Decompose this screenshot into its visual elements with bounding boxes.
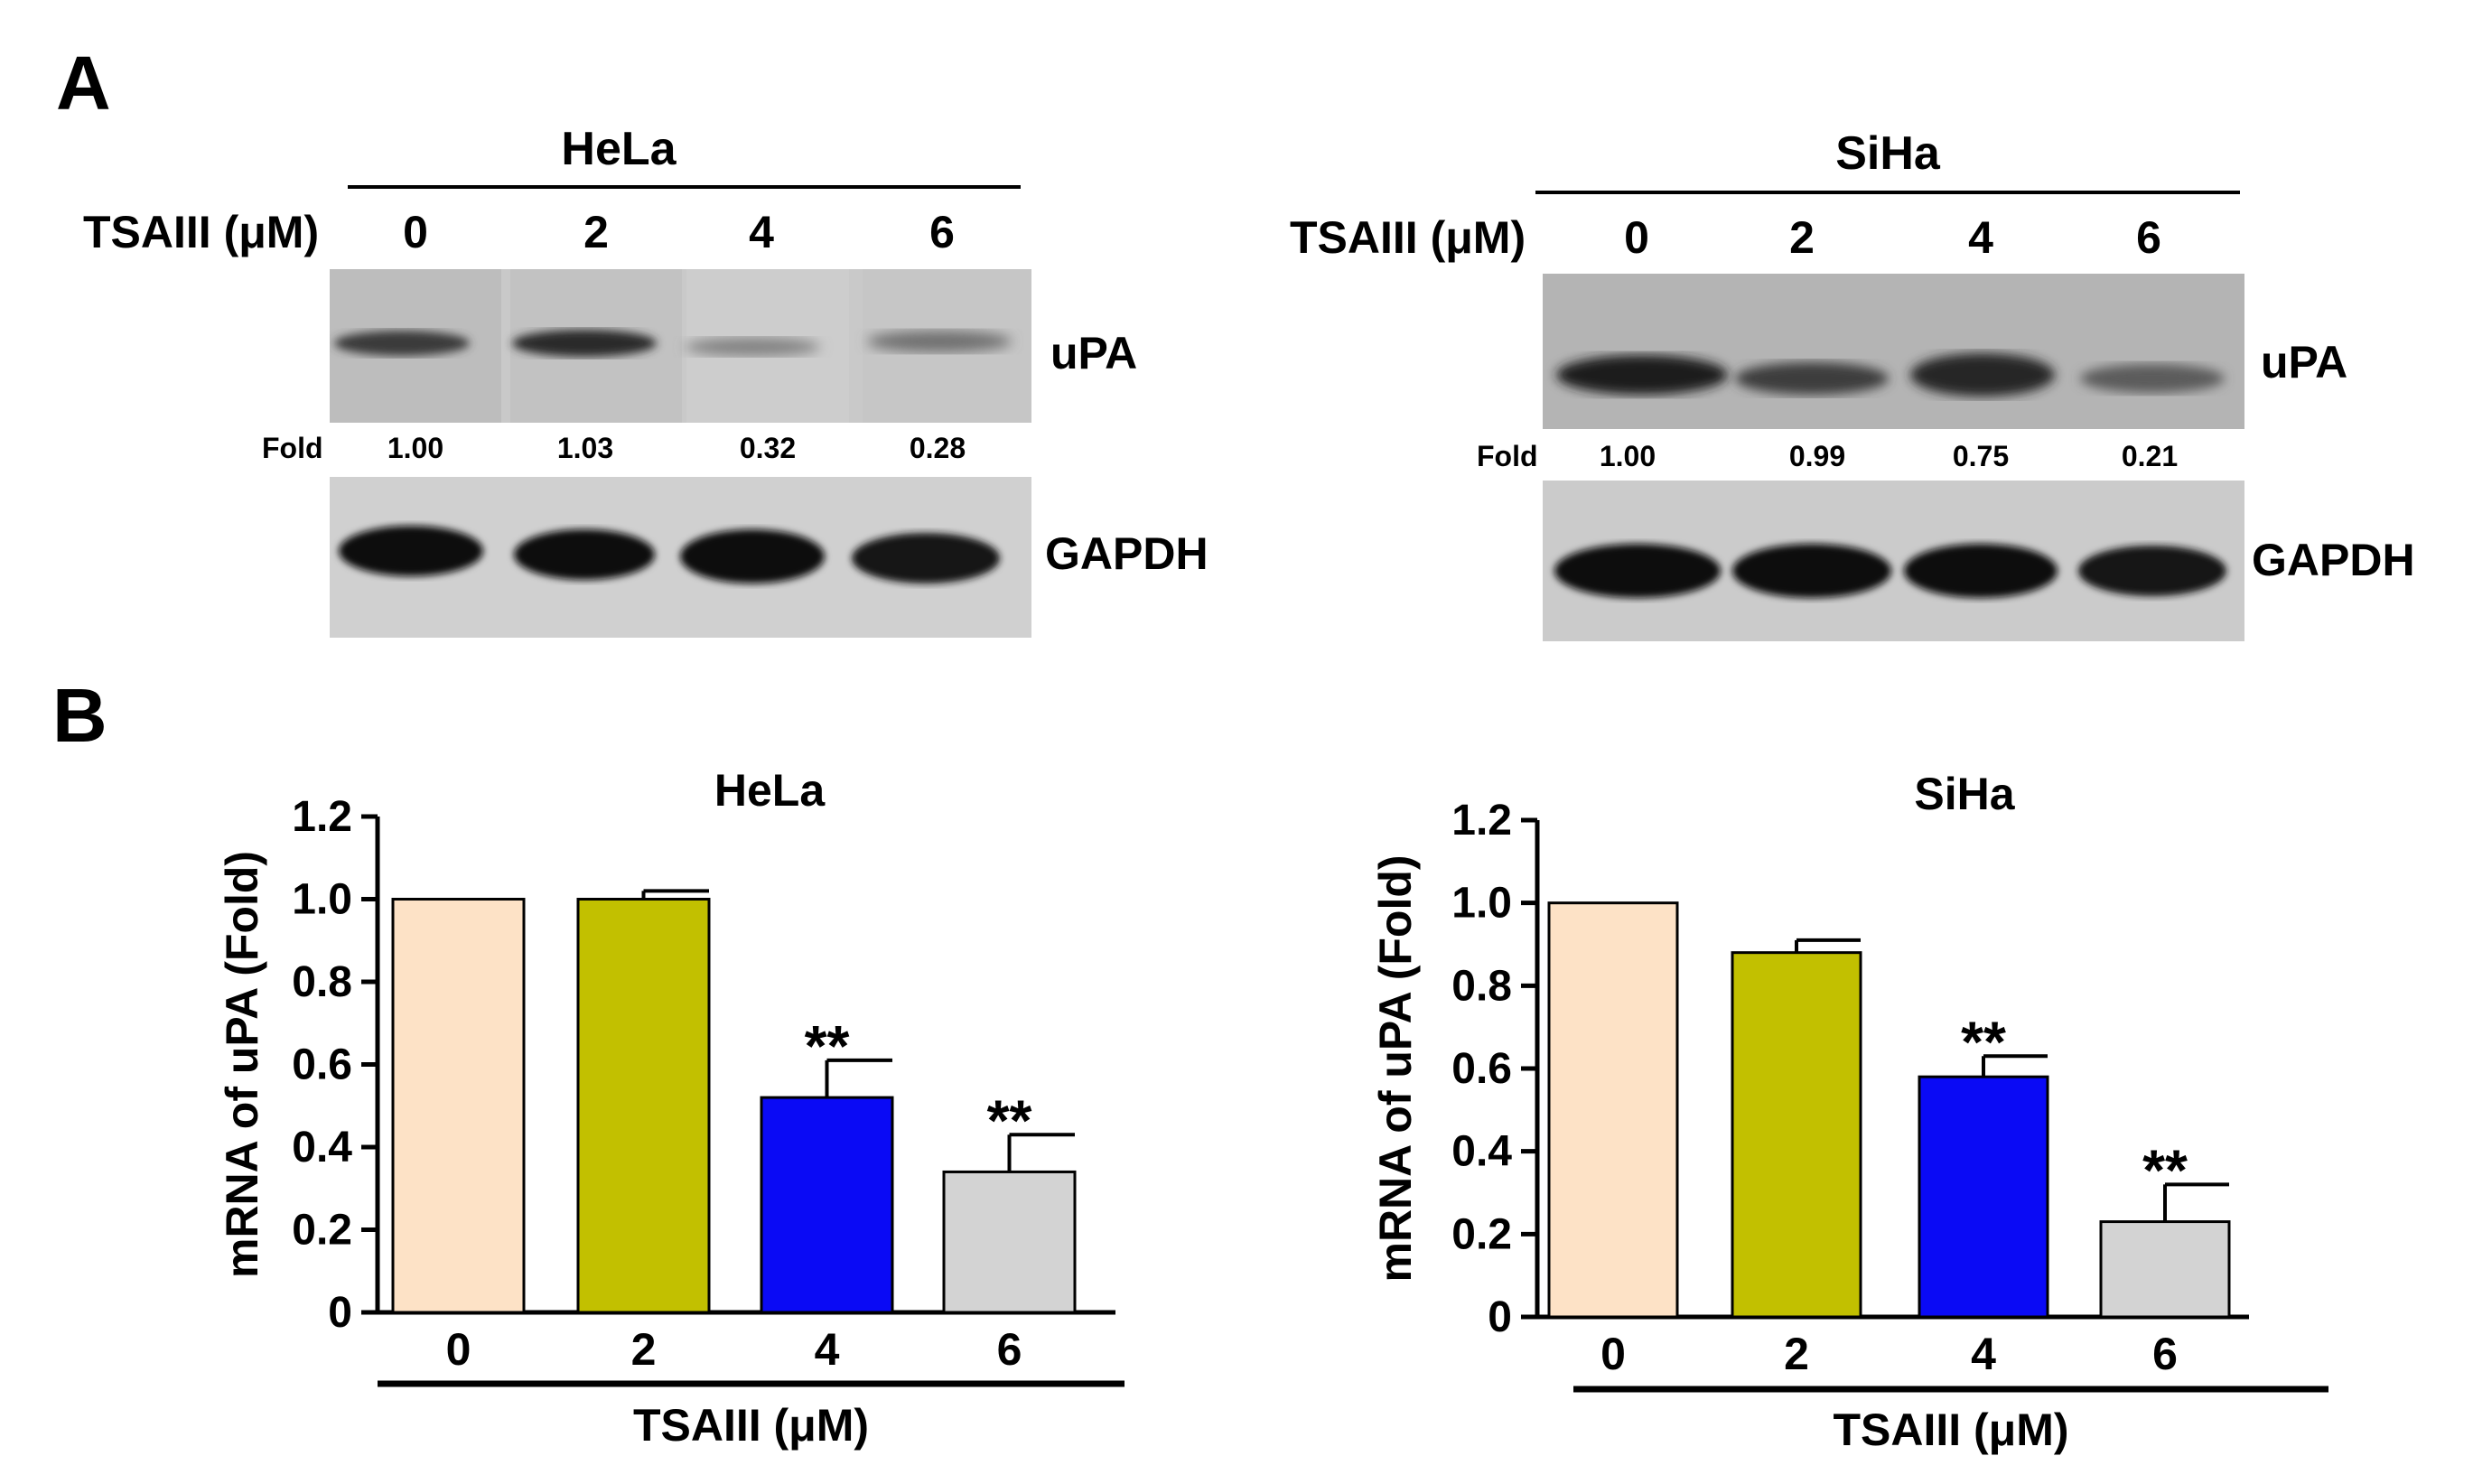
fold-value: 1.00 (1599, 440, 1656, 472)
chart-title: HeLa (714, 765, 826, 816)
gapdh-blot-image (330, 477, 1031, 638)
x-tick-label: 2 (631, 1324, 657, 1375)
fold-value: 0.75 (1952, 440, 2010, 472)
fold-label: Fold (262, 432, 323, 464)
x-tick-label: 4 (1971, 1329, 1996, 1379)
panel-label-b: B (52, 673, 107, 758)
treatment-label: TSAIII (μM) (1290, 212, 1526, 263)
lane-label: 6 (929, 207, 955, 257)
y-tick-label: 0.6 (1451, 1045, 1512, 1093)
fold-label: Fold (1477, 440, 1538, 472)
blot-title-underline (348, 185, 1021, 189)
blot-title-underline (1535, 191, 2240, 194)
gapdh-blot-image (1543, 481, 2244, 641)
lane-label: 4 (749, 207, 774, 257)
fold-value: 0.28 (909, 432, 966, 464)
treatment-label: TSAIII (μM) (83, 207, 320, 257)
x-axis-label: TSAIII (μM) (633, 1400, 869, 1451)
y-tick-label: 0.4 (1451, 1128, 1512, 1176)
lane-label: 2 (1789, 212, 1815, 263)
lane-label: 6 (2136, 212, 2161, 263)
x-tick-label: 6 (2152, 1329, 2178, 1379)
bar (2099, 1220, 2231, 1319)
bar (1547, 901, 1679, 1319)
significance-marker: ** (1961, 1009, 2006, 1074)
fold-value: 0.32 (739, 432, 797, 464)
upa-blot-image (1543, 274, 2244, 429)
target-band-label: uPA (2261, 337, 2348, 387)
x-tick-label: 0 (1600, 1329, 1626, 1379)
lane-label: 2 (583, 207, 609, 257)
panel-label-a: A (56, 41, 111, 126)
y-tick-label: 0.8 (1451, 962, 1512, 1010)
bar (391, 898, 526, 1314)
significance-marker: ** (2142, 1137, 2188, 1202)
target-band-label: uPA (1050, 328, 1138, 378)
y-axis-label: mRNA of uPA (Fold) (217, 851, 267, 1278)
significance-marker: ** (805, 1013, 850, 1078)
bar (942, 1170, 1077, 1314)
x-tick-label: 2 (1784, 1329, 1809, 1379)
lane-label: 0 (403, 207, 428, 257)
fold-value: 1.03 (556, 432, 614, 464)
y-tick-label: 1.0 (1451, 880, 1512, 928)
y-tick-label: 0 (1488, 1293, 1512, 1341)
y-tick-label: 0.8 (292, 958, 352, 1006)
lane-label: 4 (1968, 212, 1993, 263)
bar (1731, 951, 1862, 1319)
y-tick-label: 1.0 (292, 876, 352, 924)
x-axis-label: TSAIII (μM) (1833, 1405, 2068, 1455)
y-tick-label: 0.6 (292, 1041, 352, 1089)
y-tick-label: 1.2 (292, 793, 352, 841)
blot-title: SiHa (1835, 127, 1940, 180)
fold-value: 1.00 (387, 432, 444, 464)
fold-value: 0.99 (1788, 440, 1846, 472)
fold-value: 0.21 (2121, 440, 2179, 472)
y-tick-label: 0.2 (292, 1207, 352, 1255)
bar (576, 898, 711, 1314)
y-tick-label: 0.4 (292, 1124, 352, 1171)
y-tick-label: 1.2 (1451, 797, 1512, 845)
blot-title: HeLa (561, 123, 677, 175)
bar (760, 1096, 894, 1314)
significance-marker: ** (987, 1087, 1032, 1153)
y-axis-label: mRNA of uPA (Fold) (1370, 854, 1421, 1282)
x-tick-label: 6 (997, 1324, 1022, 1375)
lane-label: 0 (1624, 212, 1649, 263)
loading-band-label: GAPDH (2252, 535, 2415, 585)
upa-blot-image (330, 269, 1031, 423)
x-tick-label: 4 (815, 1324, 840, 1375)
bar (1918, 1075, 2049, 1319)
loading-band-label: GAPDH (1045, 528, 1209, 579)
chart-title: SiHa (1914, 769, 2015, 819)
x-tick-label: 0 (446, 1324, 471, 1375)
y-tick-label: 0.2 (1451, 1210, 1512, 1258)
y-tick-label: 0 (328, 1289, 352, 1337)
